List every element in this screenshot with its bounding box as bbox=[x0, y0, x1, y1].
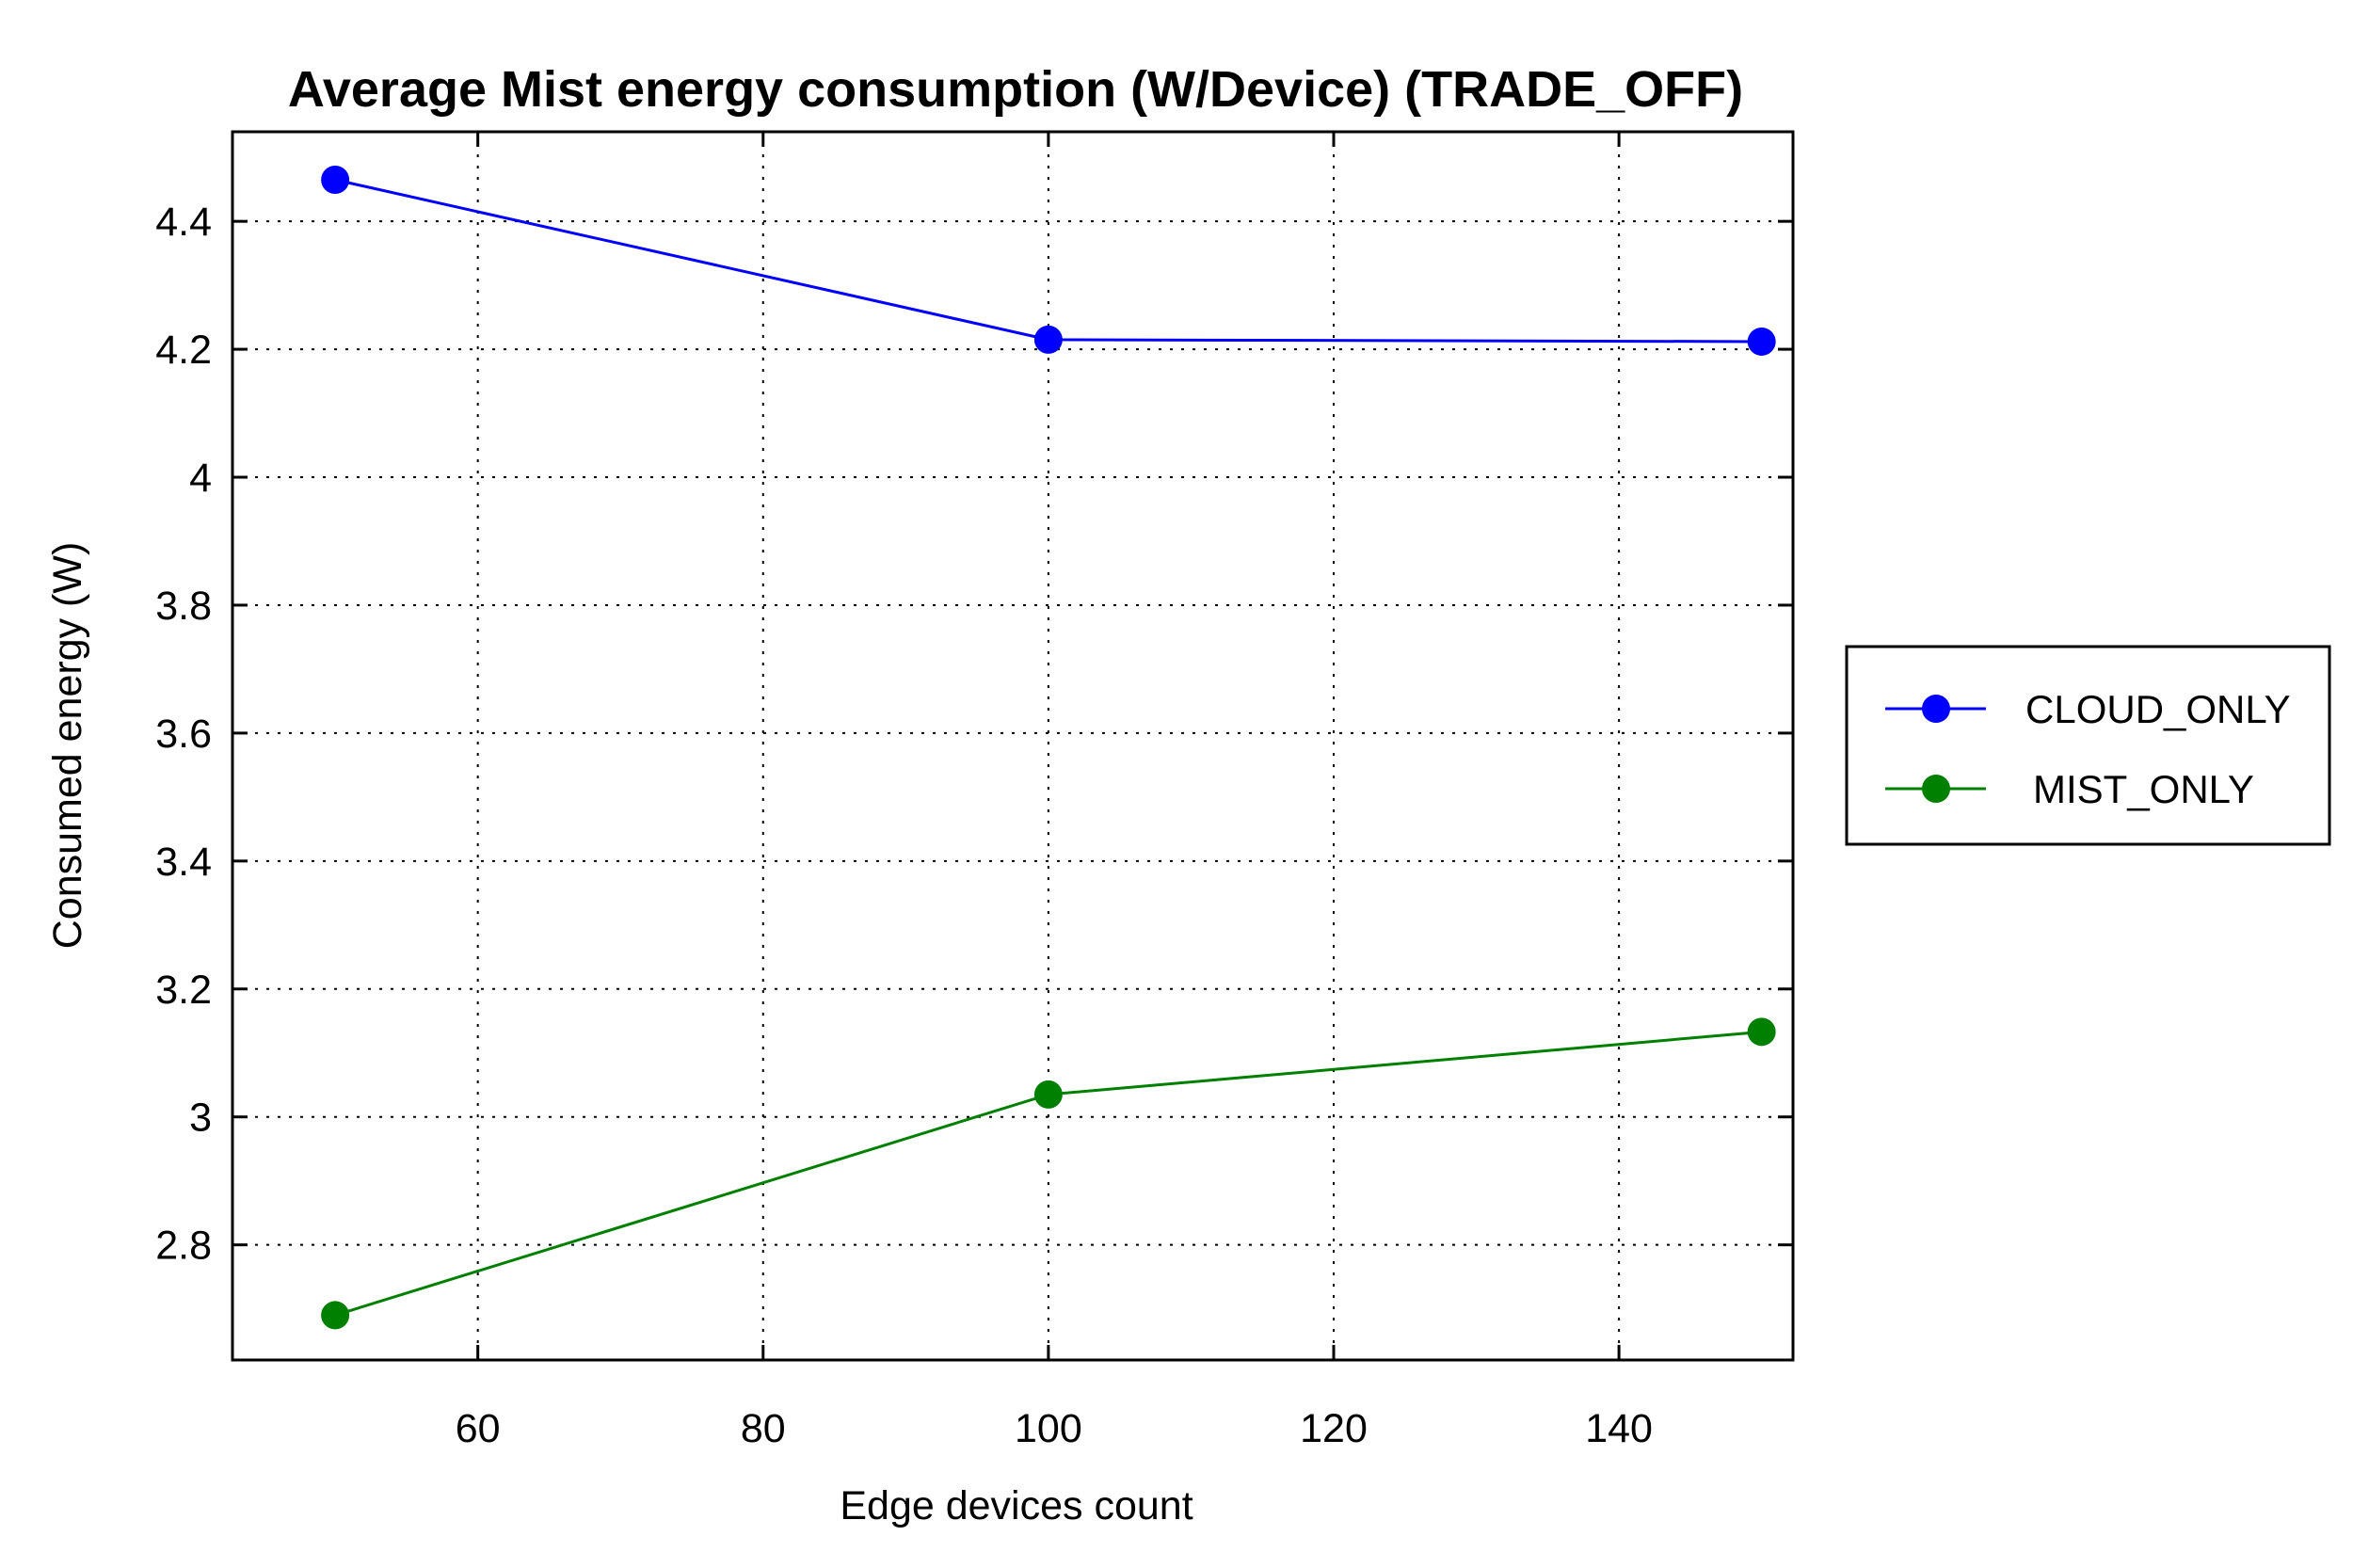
y-tick-label: 3.4 bbox=[155, 840, 212, 885]
legend-box bbox=[1845, 645, 2331, 846]
data-point-mist-only bbox=[1747, 1017, 1776, 1047]
data-point-mist-only bbox=[321, 1301, 350, 1330]
x-tick-label: 100 bbox=[1015, 1406, 1082, 1451]
chart-title: Average Mist energy consumption (W/Devic… bbox=[288, 61, 1743, 118]
y-tick-label: 4 bbox=[189, 456, 212, 501]
grid bbox=[232, 132, 1793, 1360]
y-tick-label: 4.2 bbox=[155, 328, 212, 373]
data-point-mist-only bbox=[1033, 1080, 1063, 1109]
x-tick-label: 140 bbox=[1585, 1406, 1653, 1451]
x-tick-label: 60 bbox=[456, 1406, 501, 1451]
legend-marker-mist-only bbox=[1922, 775, 1950, 803]
x-tick-label: 80 bbox=[741, 1406, 786, 1451]
y-tick-label: 2.8 bbox=[155, 1224, 212, 1269]
y-tick-label: 4.4 bbox=[155, 200, 212, 245]
y-tick-label: 3.6 bbox=[155, 712, 212, 757]
legend-label-mist-only: MIST_ONLY bbox=[2033, 767, 2254, 811]
plot-frame bbox=[231, 130, 1795, 1362]
x-axis-label: Edge devices count bbox=[840, 1483, 1193, 1528]
y-axis: 2.8 3 3.2 3.4 3.6 3.8 4 4.2 4.4 bbox=[155, 200, 1793, 1269]
plot-series bbox=[321, 165, 1776, 1330]
y-tick-label: 3.2 bbox=[155, 968, 212, 1013]
x-tick-label: 120 bbox=[1300, 1406, 1368, 1451]
legend: CLOUD_ONLY MIST_ONLY bbox=[1845, 645, 2331, 846]
x-axis: 60 80 100 120 140 bbox=[456, 132, 1653, 1451]
y-tick-label: 3 bbox=[189, 1096, 212, 1141]
legend-label-cloud-only: CLOUD_ONLY bbox=[2025, 687, 2291, 731]
legend-marker-cloud-only bbox=[1922, 695, 1950, 723]
y-axis-label: Consumed energy (W) bbox=[45, 542, 90, 950]
data-point-cloud-only bbox=[1033, 325, 1063, 354]
data-point-cloud-only bbox=[1747, 327, 1776, 356]
series-line-cloud-only bbox=[334, 178, 1762, 344]
y-tick-label: 3.8 bbox=[155, 584, 212, 629]
data-point-cloud-only bbox=[321, 165, 350, 194]
